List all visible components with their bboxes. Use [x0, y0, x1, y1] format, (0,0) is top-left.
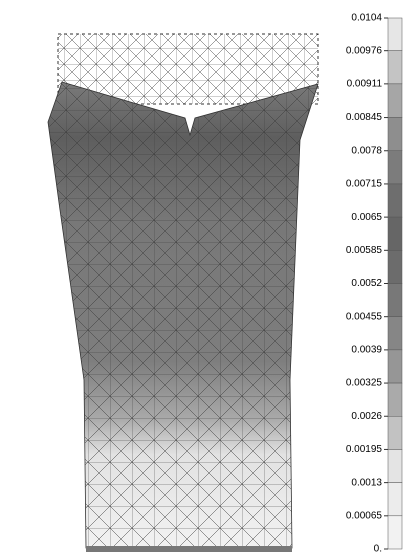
page: 0.0104 0.00976 0.00911 0.00845 0.0078 0.00715…	[0, 0, 404, 557]
colorbar-tick-label: 0.00715	[346, 179, 383, 190]
colorbar-band	[388, 118, 402, 151]
colorbar-band	[388, 217, 402, 250]
body-mesh	[48, 82, 318, 548]
colorbar-tick-label: 0.0104	[351, 13, 382, 24]
supports	[86, 546, 292, 552]
colorbar-tick-label: 0.00325	[346, 378, 383, 389]
colorbar-band	[388, 151, 402, 184]
colorbar-band	[388, 483, 402, 516]
colorbar-band	[388, 350, 402, 383]
colorbar-tick-label: 0.00065	[346, 510, 383, 521]
colorbar-tick-label: 0.0052	[351, 278, 382, 289]
colorbar-tick-label: 0.0013	[351, 477, 382, 488]
colorbar-band	[388, 51, 402, 84]
colorbar-tick-label: 0.00911	[347, 79, 383, 90]
colorbar-tick-label: 0.0039	[351, 345, 382, 356]
colorbar-band	[388, 516, 402, 549]
colorbar-tick-label: 0.00976	[346, 45, 383, 56]
colorbar-band	[388, 317, 402, 350]
colorbar-tick-label: 0.00845	[346, 112, 383, 123]
colorbar-band	[388, 184, 402, 217]
colorbar-tick-label: 0.00455	[346, 311, 383, 322]
colorbar-tick-label: 0.	[374, 544, 382, 555]
colorbar-band	[388, 284, 402, 317]
colorbar-band	[388, 18, 402, 51]
colorbar-band	[388, 416, 402, 449]
colorbar-tick-label: 0.0026	[351, 411, 382, 422]
colorbar-band	[388, 383, 402, 416]
colorbar-band	[388, 250, 402, 283]
colorbar-tick-label: 0.00585	[346, 245, 383, 256]
model	[48, 34, 318, 552]
colorbar-tick-label: 0.0078	[351, 145, 382, 156]
colorbar-band	[388, 449, 402, 482]
colorbar-tick-label: 0.0065	[351, 212, 382, 223]
colorbar-band	[388, 84, 402, 118]
colorbar-tick-label: 0.00195	[346, 444, 383, 455]
